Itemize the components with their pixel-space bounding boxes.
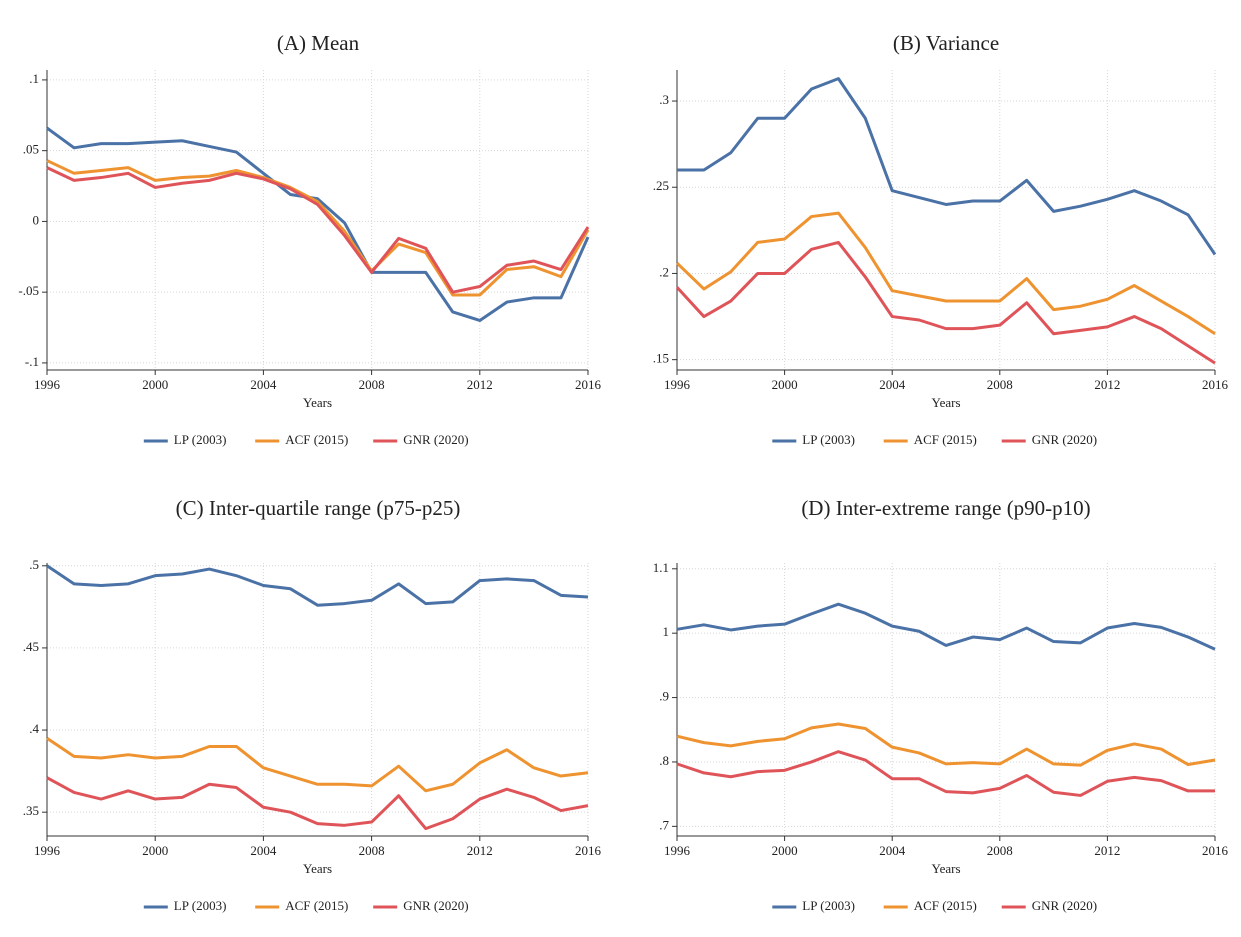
series-line <box>676 750 1215 797</box>
x-axis-title: Years <box>931 861 960 876</box>
y-tick-label: .15 <box>653 351 669 366</box>
y-tick-label: -.1 <box>25 354 39 369</box>
x-tick-label: 2012 <box>467 843 493 858</box>
y-tick-label: .35 <box>23 803 39 818</box>
x-tick-label: 2016 <box>575 377 602 392</box>
legend-label: GNR (2020) <box>403 898 468 913</box>
series-line <box>46 159 590 297</box>
series-line <box>676 722 1216 767</box>
y-tick-label: .45 <box>23 639 39 654</box>
y-tick-label: 0 <box>33 212 40 227</box>
x-tick-label: 2008 <box>359 843 385 858</box>
x-tick-label: 2008 <box>987 843 1013 858</box>
y-tick-label: .7 <box>659 817 669 832</box>
x-tick-label: 2016 <box>575 843 602 858</box>
x-tick-label: 2016 <box>1202 377 1229 392</box>
x-axis-title: Years <box>931 395 960 410</box>
legend-label: LP (2003) <box>802 898 855 913</box>
y-tick-label: .05 <box>23 142 39 157</box>
x-tick-label: 1996 <box>664 377 691 392</box>
series-line <box>677 77 1217 256</box>
y-tick-label: .9 <box>659 689 669 704</box>
legend-label: GNR (2020) <box>1032 898 1097 913</box>
series-line <box>676 602 1216 651</box>
legend-label: LP (2003) <box>802 432 855 447</box>
legend-label: GNR (2020) <box>1032 432 1097 447</box>
y-tick-label: .4 <box>29 721 39 736</box>
x-tick-label: 2008 <box>359 377 385 392</box>
x-tick-label: 2012 <box>1094 843 1120 858</box>
series-line <box>46 564 589 607</box>
series-line <box>675 240 1216 365</box>
x-tick-label: 2000 <box>772 377 798 392</box>
panel-title: (C) Inter-quartile range (p75-p25) <box>176 496 461 520</box>
y-tick-label: .8 <box>659 753 669 768</box>
y-tick-label: .3 <box>659 92 669 107</box>
x-tick-label: 1996 <box>664 843 691 858</box>
x-tick-label: 2012 <box>467 377 493 392</box>
y-tick-label: 1.1 <box>653 560 669 575</box>
legend-label: LP (2003) <box>174 898 227 913</box>
series-line <box>46 737 589 793</box>
panel-title: (D) Inter-extreme range (p90-p10) <box>801 496 1090 520</box>
x-tick-label: 2012 <box>1094 377 1120 392</box>
x-tick-label: 2000 <box>772 843 798 858</box>
y-tick-label: 1 <box>663 624 670 639</box>
x-tick-label: 2000 <box>142 377 168 392</box>
panel-title: (B) Variance <box>893 31 999 55</box>
series-line <box>46 166 590 294</box>
legend-label: LP (2003) <box>174 432 227 447</box>
x-tick-label: 2004 <box>250 377 277 392</box>
x-tick-label: 2004 <box>879 377 906 392</box>
legend-label: GNR (2020) <box>403 432 468 447</box>
x-tick-label: 2000 <box>142 843 168 858</box>
y-tick-label: -.05 <box>18 283 39 298</box>
x-tick-label: 2016 <box>1202 843 1229 858</box>
series-line <box>675 211 1216 336</box>
y-tick-label: .1 <box>29 71 39 86</box>
y-tick-label: .25 <box>653 178 669 193</box>
legend-label: ACF (2015) <box>285 898 348 913</box>
series-line <box>46 776 589 831</box>
legend-label: ACF (2015) <box>285 432 348 447</box>
x-tick-label: 1996 <box>34 843 61 858</box>
x-tick-label: 1996 <box>34 377 61 392</box>
x-tick-label: 2008 <box>987 377 1013 392</box>
x-tick-label: 2004 <box>879 843 906 858</box>
x-tick-label: 2004 <box>250 843 277 858</box>
legend-label: ACF (2015) <box>914 432 977 447</box>
x-axis-title: Years <box>303 395 332 410</box>
y-tick-label: .2 <box>659 264 669 279</box>
x-axis-title: Years <box>303 861 332 876</box>
y-tick-label: .5 <box>29 557 39 572</box>
panel-title: (A) Mean <box>277 31 360 55</box>
legend-label: ACF (2015) <box>914 898 977 913</box>
series-line <box>46 126 590 322</box>
